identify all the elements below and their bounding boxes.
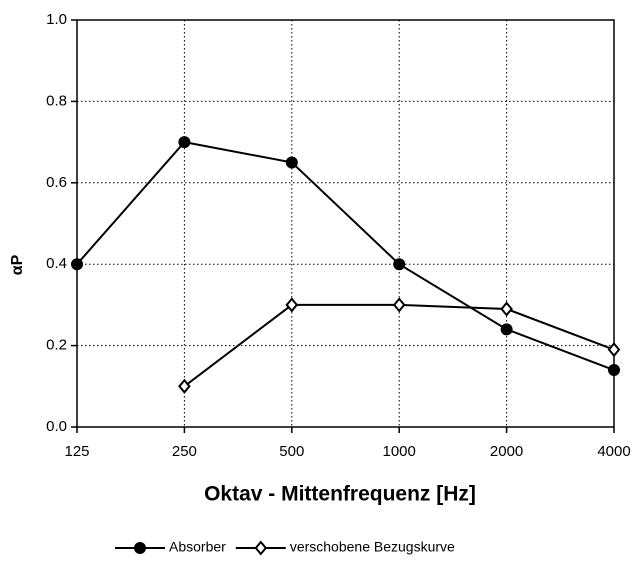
y-tick-label: 0.8 <box>46 92 67 109</box>
x-tick-label: 125 <box>64 443 89 460</box>
marker <box>178 136 191 149</box>
marker <box>71 258 83 271</box>
legend-label: verschobene Bezugskurve <box>290 539 455 555</box>
marker <box>500 323 513 336</box>
marker <box>500 301 513 317</box>
y-tick-label: 0.2 <box>46 337 67 354</box>
x-tick-label: 500 <box>279 443 304 460</box>
x-axis-title: Oktav - Mittenfrequenz [Hz] <box>204 483 476 506</box>
marker <box>134 542 146 554</box>
y-tick-label: 0.0 <box>46 418 67 435</box>
marker <box>607 342 621 358</box>
marker <box>608 364 620 377</box>
marker <box>285 297 299 313</box>
x-tick-label: 250 <box>172 443 197 460</box>
x-tick-label: 2000 <box>490 443 523 460</box>
marker <box>178 378 191 394</box>
y-tick-label: 0.6 <box>46 174 67 191</box>
series-line <box>76 141 615 371</box>
plot-frame <box>76 19 615 428</box>
y-axis-title: αP <box>9 254 26 275</box>
marker <box>254 540 268 556</box>
y-tick-label: 1.0 <box>46 11 67 28</box>
marker <box>392 297 406 313</box>
marker <box>393 258 406 271</box>
y-tick-label: 0.4 <box>46 255 67 272</box>
x-tick-label: 1000 <box>383 443 416 460</box>
legend-label: Absorber <box>169 539 226 555</box>
x-tick-label: 4000 <box>597 443 630 460</box>
marker <box>285 156 298 169</box>
